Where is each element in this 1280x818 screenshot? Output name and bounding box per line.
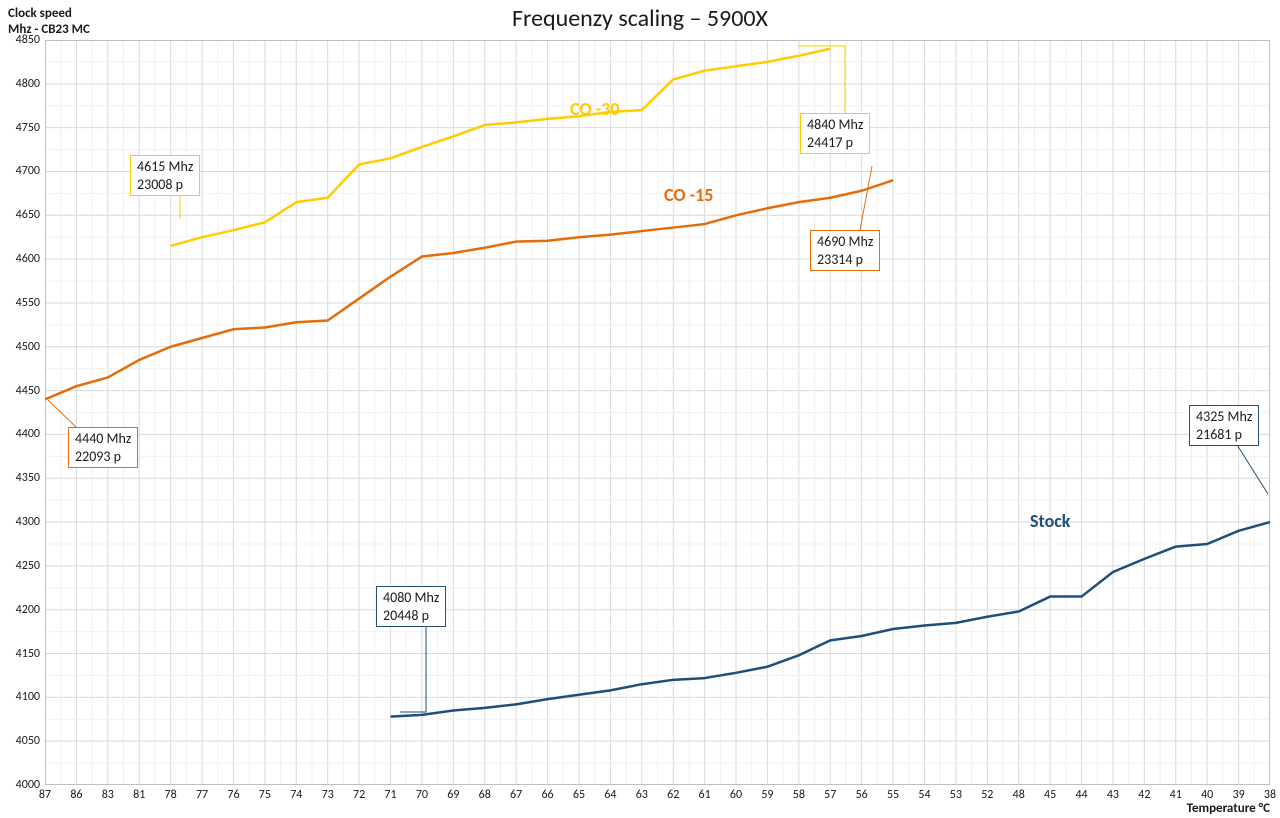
callout-leader-co15-start <box>48 400 76 427</box>
chart-container: Frequenzy scaling – 5900X Clock speed Mh… <box>0 0 1280 818</box>
x-tick-label: 40 <box>1201 788 1213 802</box>
x-tick-label: 81 <box>133 788 145 802</box>
series-label-stock: Stock <box>1030 510 1070 532</box>
callout-co15-end: 4690 Mhz 23314 p <box>810 230 880 271</box>
callout-leader-stock-end <box>1234 440 1268 494</box>
x-tick-label: 59 <box>761 788 773 802</box>
x-tick-label: 65 <box>573 788 585 802</box>
callout-leader-co30-end <box>798 46 845 113</box>
callout-co30-start: 4615 Mhz 23008 p <box>130 155 200 196</box>
y-tick-label: 4750 <box>16 121 40 135</box>
callout-co30-end: 4840 Mhz 24417 p <box>800 113 870 154</box>
x-tick-label: 58 <box>793 788 805 802</box>
x-tick-label: 55 <box>887 788 899 802</box>
x-tick-label: 77 <box>196 788 208 802</box>
y-tick-label: 4100 <box>16 690 40 704</box>
x-tick-label: 42 <box>1138 788 1150 802</box>
y-tick-label: 4800 <box>16 77 40 91</box>
x-tick-label: 74 <box>290 788 302 802</box>
y-tick-label: 4350 <box>16 471 40 485</box>
y-tick-label: 4050 <box>16 734 40 748</box>
x-tick-label: 39 <box>1232 788 1244 802</box>
y-tick-label: 4850 <box>16 33 40 47</box>
x-tick-label: 72 <box>353 788 365 802</box>
x-tick-label: 83 <box>102 788 114 802</box>
gridlines <box>45 40 1270 785</box>
series-label-co_minus_30: CO -30 <box>570 98 619 120</box>
y-tick-label: 4300 <box>16 515 40 529</box>
y-tick-label: 4250 <box>16 559 40 573</box>
callout-co15-start: 4440 Mhz 22093 p <box>68 427 138 468</box>
x-axis-title: Temperature °C <box>1187 801 1270 816</box>
y-tick-label: 4550 <box>16 296 40 310</box>
x-tick-label: 61 <box>699 788 711 802</box>
x-tick-label: 43 <box>1107 788 1119 802</box>
x-tick-label: 76 <box>227 788 239 802</box>
x-tick-label: 41 <box>1170 788 1182 802</box>
y-tick-label: 4000 <box>16 778 40 792</box>
y-tick-label: 4650 <box>16 208 40 222</box>
x-tick-label: 62 <box>667 788 679 802</box>
y-tick-label: 4450 <box>16 384 40 398</box>
x-tick-label: 71 <box>384 788 396 802</box>
x-tick-label: 44 <box>1075 788 1087 802</box>
x-tick-label: 67 <box>510 788 522 802</box>
x-tick-label: 75 <box>259 788 271 802</box>
x-tick-label: 54 <box>918 788 930 802</box>
y-tick-label: 4200 <box>16 603 40 617</box>
y-tick-label: 4600 <box>16 252 40 266</box>
plot-area <box>45 40 1270 785</box>
y-tick-label: 4150 <box>16 647 40 661</box>
x-tick-label: 38 <box>1264 788 1276 802</box>
x-tick-label: 68 <box>479 788 491 802</box>
x-tick-label: 73 <box>322 788 334 802</box>
y-tick-label: 4400 <box>16 427 40 441</box>
x-tick-label: 48 <box>1013 788 1025 802</box>
x-tick-label: 87 <box>39 788 51 802</box>
series-label-co_minus_15: CO -15 <box>664 184 713 206</box>
x-tick-label: 70 <box>416 788 428 802</box>
callout-stock-start: 4080 Mhz 20448 p <box>376 586 446 627</box>
x-tick-label: 63 <box>636 788 648 802</box>
chart-title: Frequenzy scaling – 5900X <box>512 4 768 33</box>
x-tick-label: 53 <box>950 788 962 802</box>
y-tick-label: 4700 <box>16 164 40 178</box>
x-tick-label: 56 <box>856 788 868 802</box>
x-tick-label: 78 <box>165 788 177 802</box>
callout-stock-end: 4325 Mhz 21681 p <box>1189 405 1259 446</box>
x-tick-label: 52 <box>981 788 993 802</box>
x-tick-label: 60 <box>730 788 742 802</box>
x-tick-label: 57 <box>824 788 836 802</box>
x-tick-label: 64 <box>604 788 616 802</box>
y-tick-label: 4500 <box>16 340 40 354</box>
x-tick-label: 86 <box>70 788 82 802</box>
x-tick-label: 45 <box>1044 788 1056 802</box>
x-tick-label: 69 <box>447 788 459 802</box>
x-tick-label: 66 <box>541 788 553 802</box>
